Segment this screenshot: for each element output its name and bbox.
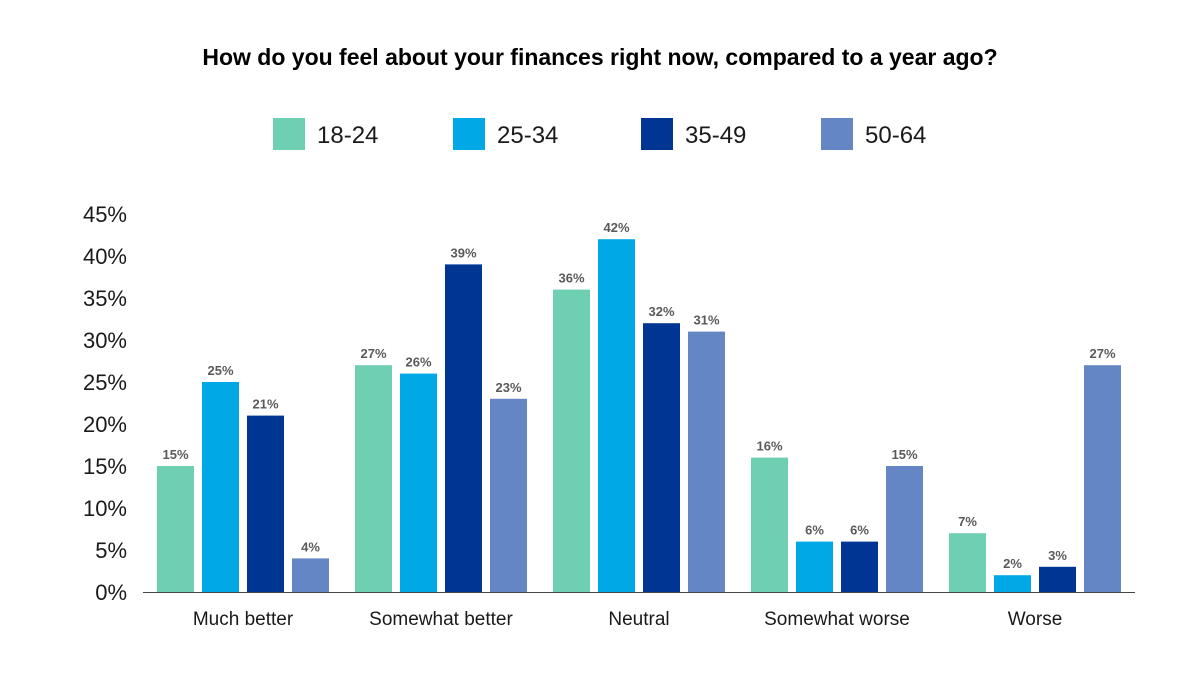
data-label: 6% — [850, 523, 869, 538]
bar — [598, 239, 635, 592]
data-label: 32% — [648, 304, 674, 319]
y-tick-label: 15% — [83, 454, 127, 479]
data-label: 36% — [558, 271, 584, 286]
data-label: 16% — [756, 439, 782, 454]
y-tick-label: 45% — [83, 202, 127, 227]
x-tick-label: Somewhat better — [369, 609, 513, 630]
data-label: 31% — [693, 313, 719, 328]
data-label: 15% — [162, 447, 188, 462]
legend: 18-24 25-34 35-49 50-64 — [273, 118, 926, 150]
chart-title: How do you feel about your finances righ… — [202, 44, 997, 70]
data-label: 6% — [805, 523, 824, 538]
data-label: 21% — [252, 397, 278, 412]
bar — [292, 558, 329, 592]
data-label: 27% — [1089, 346, 1115, 361]
x-axis: Much better Somewhat better Neutral Somewha… — [143, 592, 1135, 630]
data-label: 25% — [207, 363, 233, 378]
data-label: 15% — [891, 447, 917, 462]
bar — [994, 575, 1031, 592]
legend-swatch — [453, 118, 485, 150]
x-tick-label: Worse — [1008, 609, 1063, 630]
data-label: 23% — [495, 380, 521, 395]
bar — [688, 331, 725, 592]
x-tick-label: Much better — [193, 609, 294, 630]
bar — [1039, 566, 1076, 592]
legend-label: 25-34 — [497, 122, 558, 149]
y-tick-label: 0% — [95, 580, 127, 605]
legend-swatch — [273, 118, 305, 150]
y-tick-label: 40% — [83, 244, 127, 269]
data-label: 39% — [450, 245, 476, 260]
y-tick-label: 25% — [83, 370, 127, 395]
data-label: 26% — [405, 355, 431, 370]
bar — [751, 457, 788, 592]
x-tick-label: Neutral — [608, 609, 669, 630]
x-tick-label: Somewhat worse — [764, 609, 910, 630]
y-tick-label: 20% — [83, 412, 127, 437]
data-label: 4% — [301, 539, 320, 554]
bar — [247, 415, 284, 592]
bar — [490, 398, 527, 592]
legend-label: 50-64 — [865, 122, 926, 149]
y-tick-label: 5% — [95, 538, 127, 563]
bar — [553, 289, 590, 592]
data-label: 7% — [958, 514, 977, 529]
bar — [949, 533, 986, 592]
y-axis: 0% 5% 10% 15% 20% 25% 30% 35% 40% 45% — [83, 202, 127, 605]
data-label: 27% — [360, 346, 386, 361]
bar — [1084, 365, 1121, 592]
bar — [445, 264, 482, 592]
bars: 15% 25% 21% 4% 27% 26% 39% 23% 36% 42% 32% 31% 16% 6%… — [157, 220, 1121, 592]
bar — [841, 541, 878, 592]
legend-label: 35-49 — [685, 122, 746, 149]
data-label: 42% — [603, 220, 629, 235]
bar — [796, 541, 833, 592]
legend-swatch — [821, 118, 853, 150]
legend-swatch — [641, 118, 673, 150]
data-label: 3% — [1048, 548, 1067, 563]
y-tick-label: 10% — [83, 496, 127, 521]
y-tick-label: 30% — [83, 328, 127, 353]
bar — [400, 373, 437, 592]
legend-label: 18-24 — [317, 122, 378, 149]
y-tick-label: 35% — [83, 286, 127, 311]
bar — [886, 466, 923, 592]
bar — [355, 365, 392, 592]
bar — [157, 466, 194, 592]
bar — [202, 382, 239, 592]
data-label: 2% — [1003, 556, 1022, 571]
bar — [643, 323, 680, 592]
